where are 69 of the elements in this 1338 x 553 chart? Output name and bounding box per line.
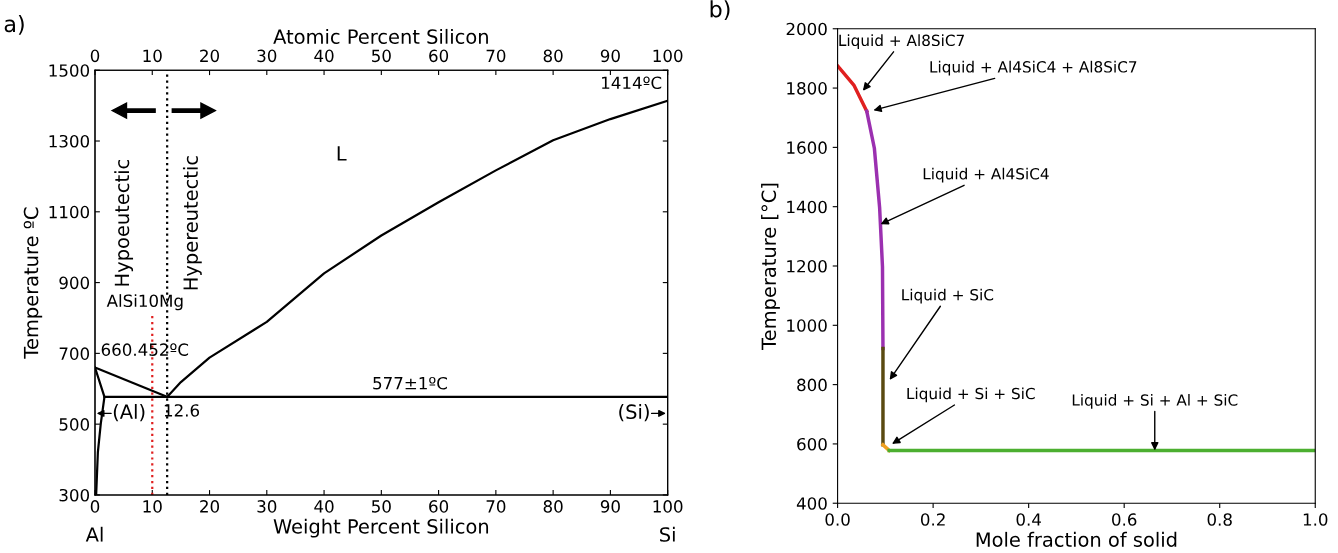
y-tick-label: 300 [59, 488, 90, 502]
y-tick-label: 800 [797, 378, 827, 392]
x2-tick-label: 20 [200, 49, 220, 63]
x-tick-label: 0.0 [825, 513, 850, 526]
x2-tick-label: 0 [90, 49, 100, 63]
y-tick-label: 1500 [49, 64, 90, 77]
x2-axis-title: Atomic Percent Silicon [273, 28, 488, 44]
x-tick-label: 0 [90, 500, 100, 513]
x-tick-label: 80 [543, 500, 563, 513]
x-tick-label: 30 [257, 500, 277, 513]
annotation: AlSi10Mg [106, 294, 183, 311]
y-axis-title: Temperature [°C] [761, 183, 780, 350]
y-tick-label: 600 [797, 437, 827, 451]
y-tick-label: 400 [796, 497, 827, 510]
text: a) [4, 15, 24, 35]
x2-tick-label: 30 [257, 49, 277, 63]
annotation: 577±1ºC [373, 376, 447, 390]
annotation: L [337, 146, 347, 161]
y-tick-label: 1800 [787, 82, 827, 95]
annotation: Liquid + SiC [902, 288, 994, 304]
x-tick-label: 1.0 [1303, 513, 1328, 526]
x-tick-label: 0.8 [1207, 513, 1232, 526]
y-tick-label: 1400 [787, 200, 827, 214]
x2-tick-label: 50 [372, 49, 391, 63]
x-tick-label: 70 [486, 500, 506, 513]
y-tick-label: 1300 [49, 134, 90, 148]
annotation: Liquid + Si + SiC [907, 387, 1035, 403]
x-tick-label: 50 [372, 500, 391, 513]
annotation: (Al) [113, 403, 145, 422]
x-axis-title: Weight Percent Silicon [273, 518, 489, 538]
y-tick-label: 2000 [786, 22, 827, 36]
annotation: 660.452ºC [101, 343, 189, 356]
y-tick-label: 900 [59, 276, 90, 290]
x2-tick-label: 90 [600, 49, 620, 63]
x2-tick-label: 100 [653, 49, 683, 63]
y-axis-title: Temperature ºC [23, 207, 43, 359]
x-tick-label: 0.6 [1112, 513, 1137, 526]
x2-tick-label: 80 [543, 49, 563, 63]
y-tick-label: 1200 [787, 259, 827, 273]
annotation: (Si) [619, 403, 649, 422]
annotation: Liquid + Si + Al + SiC [1072, 393, 1238, 409]
annotation: Liquid + Al4SiC4 [923, 167, 1049, 183]
y-tick-label: 1600 [787, 141, 827, 154]
annotation: 1414ºC [602, 76, 662, 90]
x-tick-label: 60 [429, 500, 449, 513]
annotation: Liquid + Al8SiC7 [839, 34, 964, 50]
text: Al [85, 526, 103, 542]
x-tick-label: 40 [314, 500, 334, 513]
x-tick-label: 100 [653, 500, 683, 513]
x-tick-label: 0.4 [1016, 513, 1041, 526]
x2-tick-label: 40 [314, 49, 334, 63]
x2-tick-label: 10 [143, 49, 162, 63]
annotation: 12.6 [164, 404, 200, 417]
x2-tick-label: 60 [429, 49, 449, 63]
annotation: Hypereutectic [182, 156, 202, 290]
y-tick-label: 1000 [787, 319, 827, 332]
text: b) [710, 0, 730, 21]
y-tick-label: 1100 [49, 205, 90, 219]
annotation: Liquid + Al4SiC4 + Al8SiC7 [930, 60, 1137, 76]
annotation: Hypoeutectic [114, 160, 134, 286]
x-tick-label: 10 [143, 500, 162, 513]
y-tick-label: 700 [59, 347, 90, 360]
y-tick-label: 500 [59, 418, 90, 431]
text: Si [660, 526, 675, 542]
x-tick-label: 0.2 [920, 513, 945, 526]
x-axis-title: Mole fraction of solid [976, 531, 1177, 547]
x-tick-label: 90 [600, 500, 620, 513]
x2-tick-label: 70 [486, 49, 506, 63]
x-tick-label: 20 [200, 500, 220, 513]
